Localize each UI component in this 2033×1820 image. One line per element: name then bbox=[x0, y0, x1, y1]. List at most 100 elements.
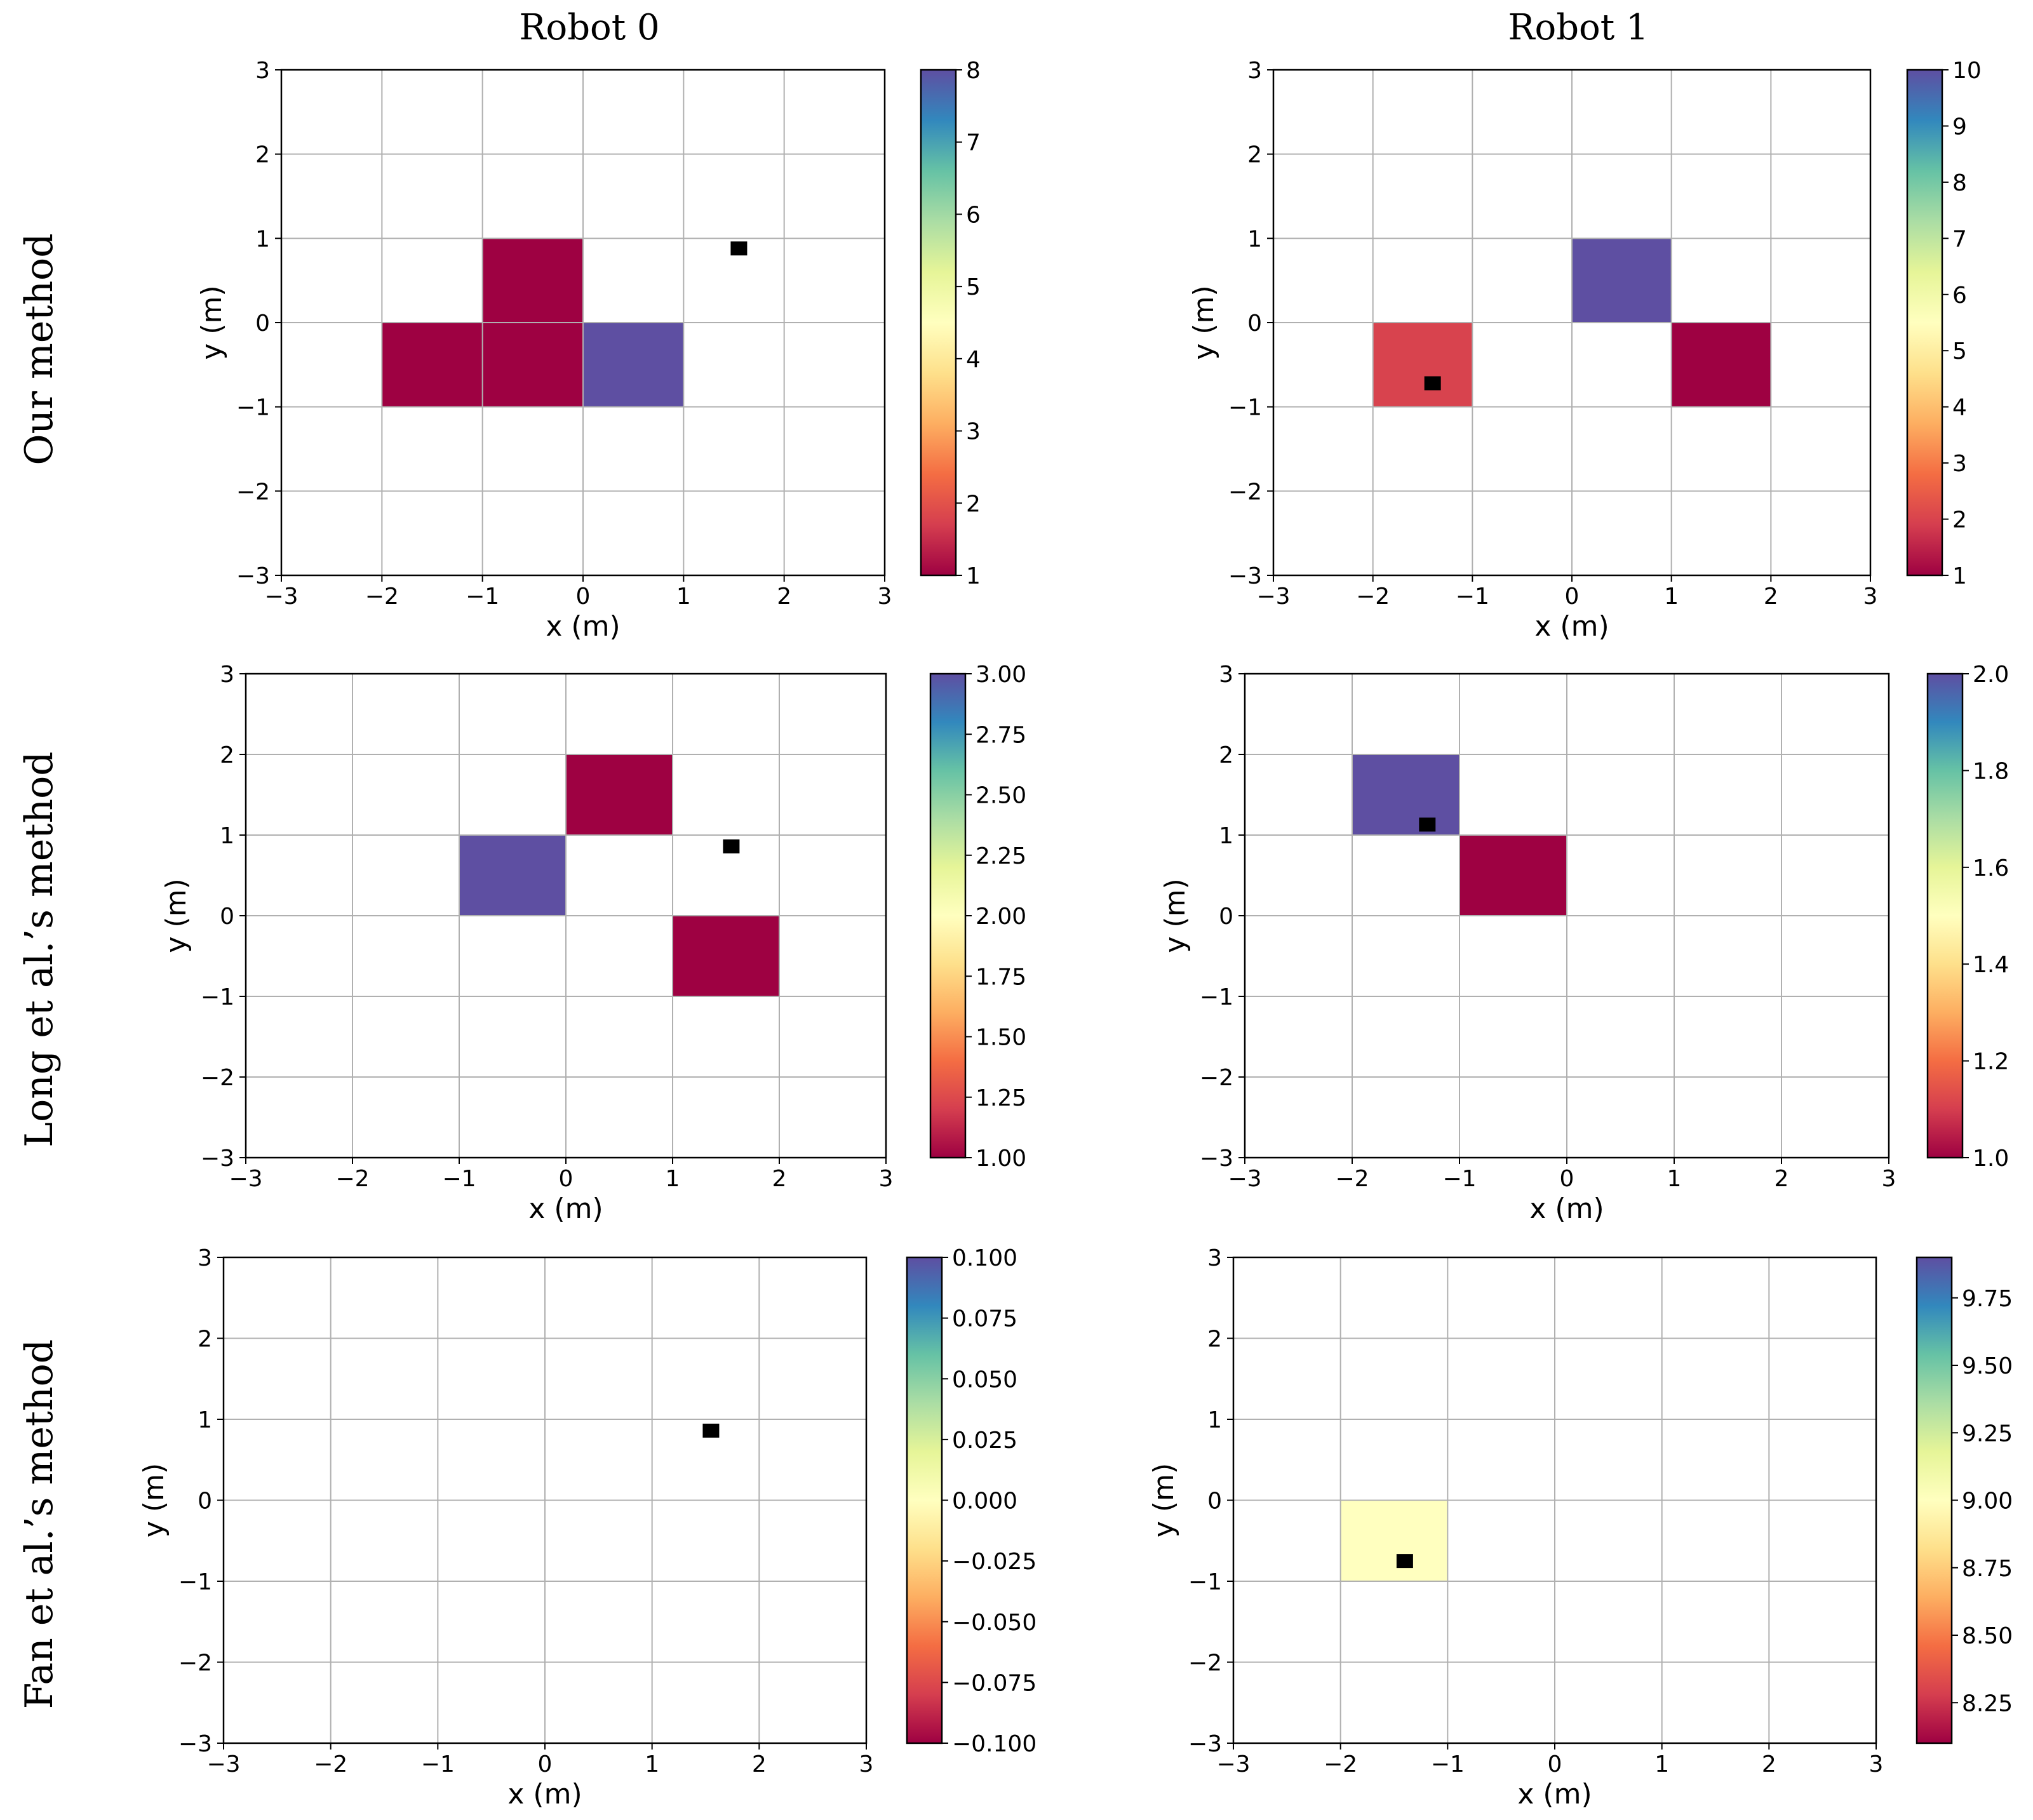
x-tick-label: −1 bbox=[466, 584, 499, 610]
robot-marker bbox=[702, 1423, 720, 1438]
y-tick-label: 1 bbox=[220, 823, 234, 849]
heatmap-cell bbox=[1340, 1500, 1448, 1581]
x-tick-label: 0 bbox=[538, 1751, 553, 1777]
x-tick-label: 3 bbox=[1882, 1166, 1896, 1192]
y-tick-label: 1 bbox=[198, 1407, 212, 1433]
y-tick-label: 2 bbox=[1207, 1327, 1222, 1353]
colorbar-tick-label: 1 bbox=[966, 563, 981, 589]
y-tick-label: −1 bbox=[201, 984, 234, 1010]
y-tick-label: 3 bbox=[255, 58, 270, 84]
x-tick-label: 3 bbox=[1863, 584, 1878, 610]
x-axis-label: x (m) bbox=[1534, 610, 1609, 643]
x-tick-label: 1 bbox=[666, 1166, 680, 1192]
y-axis-label: y (m) bbox=[196, 285, 228, 359]
x-axis-label: x (m) bbox=[528, 1193, 603, 1225]
heatmap-cell bbox=[382, 323, 483, 407]
heatmap-cell bbox=[1352, 754, 1459, 835]
colorbar-tick-label: −0.075 bbox=[952, 1670, 1037, 1696]
y-axis-label: y (m) bbox=[1148, 1463, 1180, 1537]
chart-panels: −3 −2 −1 0 1 2 3 −3 −2 −1 0 1 2 3 x (m) y (m) 1 2 3 4 5 6 7 8 −3… bbox=[138, 58, 2013, 1810]
colorbar-tick-label: 1.25 bbox=[976, 1085, 1026, 1111]
column-title-robot-0: Robot 0 bbox=[519, 7, 659, 48]
colorbar-tick-label: −0.025 bbox=[952, 1549, 1037, 1575]
colorbar-tick-label: 4 bbox=[966, 347, 981, 373]
x-tick-label: 2 bbox=[1764, 584, 1778, 610]
y-tick-label: 2 bbox=[220, 742, 234, 768]
colorbar-tick-label: 8 bbox=[966, 58, 981, 84]
x-tick-label: −3 bbox=[229, 1166, 262, 1192]
x-tick-label: 1 bbox=[1654, 1751, 1669, 1777]
y-tick-label: −1 bbox=[178, 1569, 212, 1595]
x-tick-label: −3 bbox=[206, 1751, 240, 1777]
y-tick-label: −3 bbox=[236, 563, 270, 589]
y-tick-label: −1 bbox=[236, 395, 270, 421]
y-axis-label: y (m) bbox=[138, 1463, 170, 1537]
x-tick-label: −3 bbox=[1256, 584, 1290, 610]
colorbar-tick-label: 5 bbox=[1952, 338, 1967, 365]
y-axis-label: y (m) bbox=[160, 878, 192, 953]
y-tick-label: 3 bbox=[1247, 58, 1262, 84]
y-tick-label: 1 bbox=[1219, 823, 1233, 849]
x-tick-label: −3 bbox=[1228, 1166, 1261, 1192]
x-tick-label: 2 bbox=[777, 584, 791, 610]
y-tick-label: −2 bbox=[178, 1650, 212, 1676]
colorbar-tick-label: 2.50 bbox=[976, 783, 1026, 809]
x-axis-label: x (m) bbox=[546, 610, 620, 643]
y-tick-label: 3 bbox=[198, 1245, 212, 1271]
heatmap-panel-2: −3 −2 −1 0 1 2 3 −3 −2 −1 0 1 2 3 x (m) y (m) 1.00 1.25 1.… bbox=[160, 662, 1026, 1225]
x-tick-label: 3 bbox=[859, 1751, 874, 1777]
heatmap-cell bbox=[482, 238, 583, 323]
y-tick-label: −3 bbox=[1200, 1146, 1233, 1172]
y-tick-label: 3 bbox=[220, 662, 234, 688]
x-axis-label: x (m) bbox=[1517, 1778, 1592, 1810]
x-tick-label: −2 bbox=[1356, 584, 1390, 610]
x-tick-label: 1 bbox=[676, 584, 691, 610]
y-tick-label: −3 bbox=[1228, 563, 1262, 589]
colorbar-tick-label: 0.025 bbox=[952, 1428, 1017, 1454]
y-tick-label: 0 bbox=[1219, 904, 1233, 930]
colorbar-tick-label: 6 bbox=[966, 202, 981, 228]
heatmap-cell bbox=[459, 835, 566, 916]
heatmap-panel-0: −3 −2 −1 0 1 2 3 −3 −2 −1 0 1 2 3 x (m) y (m) 1 2 3 4 5 6 7 8 bbox=[196, 58, 981, 643]
x-tick-label: 0 bbox=[559, 1166, 574, 1192]
heatmap-cell bbox=[1572, 238, 1672, 323]
colorbar-tick-label: 1.2 bbox=[1973, 1049, 2009, 1075]
y-tick-label: 0 bbox=[1207, 1489, 1222, 1515]
row-title-fan-method: Fan et al.’s method bbox=[17, 1339, 62, 1709]
x-tick-label: −1 bbox=[1431, 1751, 1465, 1777]
colorbar-tick-label: 7 bbox=[966, 130, 981, 156]
x-tick-label: 0 bbox=[1565, 584, 1580, 610]
y-tick-label: −1 bbox=[1200, 984, 1233, 1010]
colorbar-tick-label: 1.0 bbox=[1973, 1146, 2009, 1172]
colorbar-tick-label: 3.00 bbox=[976, 662, 1026, 688]
y-tick-label: 3 bbox=[1219, 662, 1233, 688]
y-tick-label: −2 bbox=[1228, 479, 1262, 505]
colorbar-tick-label: 1.8 bbox=[1973, 758, 2009, 784]
row-title-long-method: Long et al.’s method bbox=[17, 751, 62, 1147]
colorbar-tick-label: 4 bbox=[1952, 395, 1967, 421]
colorbar bbox=[1907, 70, 1942, 575]
y-tick-label: 3 bbox=[1207, 1245, 1222, 1271]
colorbar-frame bbox=[920, 69, 957, 577]
colorbar-tick-label: 1.50 bbox=[976, 1025, 1026, 1051]
x-tick-label: 1 bbox=[1667, 1166, 1682, 1192]
colorbar-tick-label: 9 bbox=[1952, 114, 1967, 140]
y-tick-label: 0 bbox=[220, 904, 234, 930]
y-tick-label: −1 bbox=[1228, 395, 1262, 421]
heatmap-cell bbox=[566, 754, 673, 835]
colorbar-frame bbox=[1906, 69, 1943, 577]
heatmap-panel-5: −3 −2 −1 0 1 2 3 −3 −2 −1 0 1 2 3 x (m) y (m) 8.25 8.50 8.… bbox=[1148, 1245, 2013, 1810]
colorbar bbox=[921, 70, 956, 575]
y-tick-label: −2 bbox=[1188, 1650, 1222, 1676]
heatmap-panel-3: −3 −2 −1 0 1 2 3 −3 −2 −1 0 1 2 3 x (m) y (m) 1.0 1.2 1.4 1… bbox=[1159, 662, 2009, 1225]
x-tick-label: −2 bbox=[1324, 1751, 1357, 1777]
colorbar-tick-label: 10 bbox=[1952, 58, 1982, 84]
colorbar-tick-label: 9.50 bbox=[1962, 1353, 2013, 1379]
x-tick-label: −2 bbox=[1335, 1166, 1369, 1192]
heatmap-panel-1: −3 −2 −1 0 1 2 3 −3 −2 −1 0 1 2 3 x (m) y (m) 1 2 3 4 5 6 7 8 9 1… bbox=[1188, 58, 1982, 643]
y-tick-label: −3 bbox=[1188, 1731, 1222, 1757]
x-tick-label: 2 bbox=[1775, 1166, 1789, 1192]
colorbar-tick-label: 2.25 bbox=[976, 843, 1026, 869]
colorbar-tick-label: 1.6 bbox=[1973, 855, 2009, 881]
